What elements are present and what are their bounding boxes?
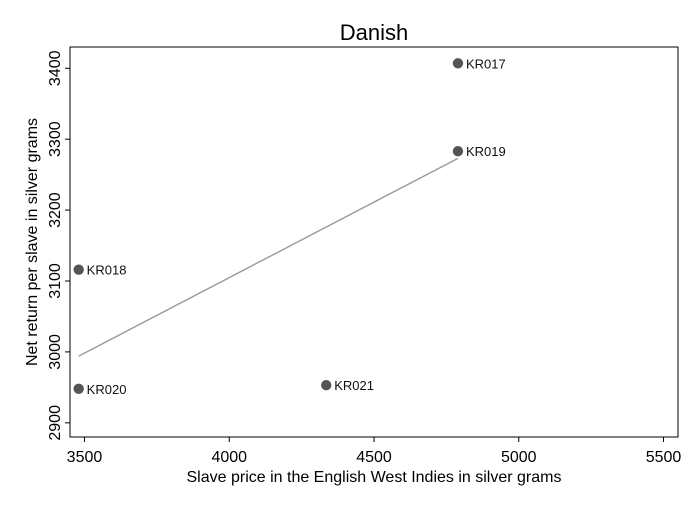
x-axis-label: Slave price in the English West Indies i… (187, 469, 562, 486)
y-tick-label: 3200 (47, 192, 64, 228)
x-tick-label: 3500 (67, 449, 103, 466)
x-tick-label: 5500 (646, 449, 682, 466)
data-point (321, 380, 332, 391)
x-tick-label: 4000 (211, 449, 247, 466)
y-tick-label: 3000 (47, 334, 64, 370)
data-point-label: KR017 (466, 56, 506, 71)
data-point-label: KR019 (466, 144, 506, 159)
x-tick-label: 5000 (501, 449, 537, 466)
x-tick-label: 4500 (356, 449, 392, 466)
data-point (73, 383, 84, 394)
data-point (452, 146, 464, 157)
y-axis-label: Net return per slave in silver grams (24, 118, 41, 366)
fit-line-layer (78, 157, 459, 357)
data-point-label: KR021 (334, 378, 374, 393)
y-tick-label: 2900 (47, 405, 64, 441)
y-tick-label: 3300 (47, 121, 64, 157)
fitted-line (78, 157, 459, 357)
data-point (73, 264, 84, 275)
plot-frame (69, 46, 679, 438)
x-axis: 3500 4000 4500 5000 5500 (67, 437, 682, 466)
data-point-label: KR018 (87, 263, 127, 278)
chart-title: Danish (340, 20, 408, 45)
data-point-label: KR020 (87, 382, 127, 397)
y-axis: 2900 3000 3100 3200 3300 3400 (47, 50, 70, 441)
y-tick-label: 3400 (47, 50, 64, 86)
data-point (452, 58, 464, 69)
points-layer: KR017 KR019 KR018 KR020 KR021 (73, 56, 506, 397)
y-tick-label: 3100 (47, 263, 64, 299)
